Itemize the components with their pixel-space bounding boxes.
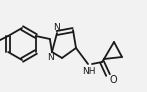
Text: NH: NH (82, 67, 96, 76)
Text: O: O (109, 75, 117, 85)
Text: N: N (53, 23, 59, 32)
Text: N: N (48, 53, 54, 61)
